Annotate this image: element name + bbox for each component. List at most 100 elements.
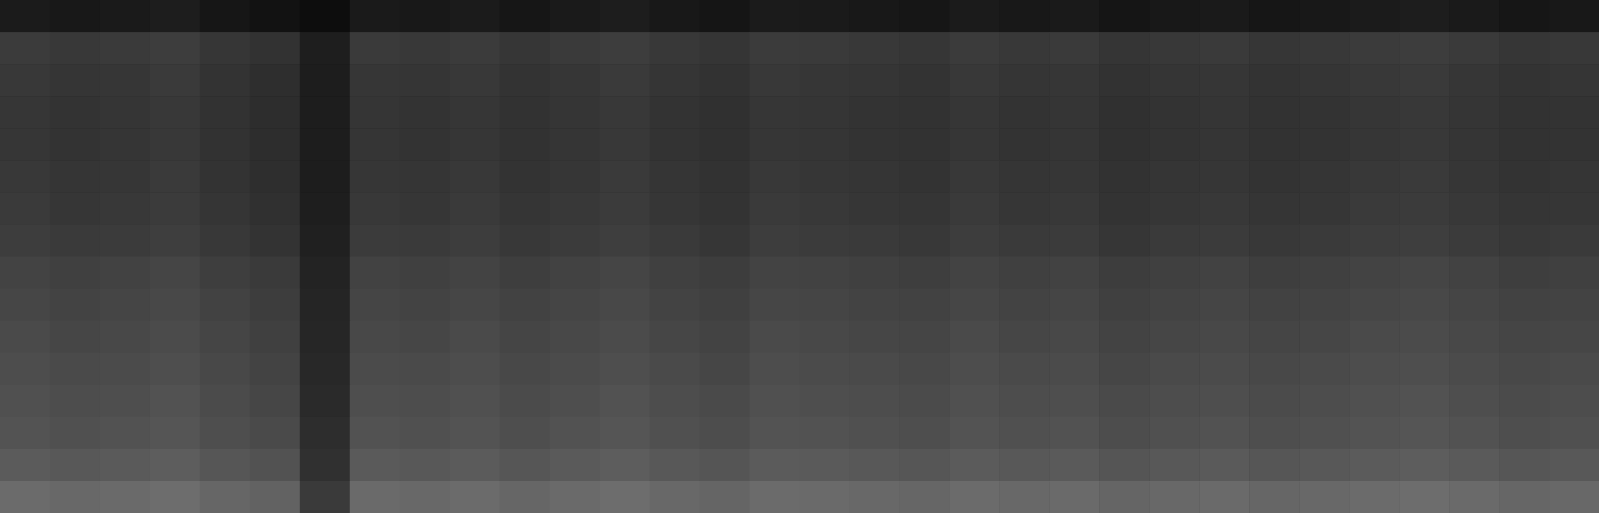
cell bbox=[400, 64, 450, 97]
cell bbox=[200, 160, 250, 193]
cell bbox=[400, 224, 450, 257]
cell bbox=[1099, 32, 1149, 65]
cell bbox=[500, 353, 550, 386]
cell bbox=[500, 192, 550, 225]
cell bbox=[1349, 32, 1399, 65]
cell bbox=[1449, 321, 1499, 354]
cell bbox=[949, 224, 999, 257]
cell bbox=[1149, 96, 1199, 129]
cell bbox=[750, 128, 800, 161]
cell bbox=[1349, 128, 1399, 161]
cell bbox=[1049, 192, 1099, 225]
cell bbox=[200, 257, 250, 290]
cell bbox=[200, 128, 250, 161]
cell bbox=[1349, 353, 1399, 386]
cell bbox=[550, 449, 600, 482]
cell bbox=[1049, 385, 1099, 418]
cell bbox=[50, 224, 100, 257]
cell bbox=[949, 32, 999, 65]
cell bbox=[0, 96, 50, 129]
cell bbox=[650, 192, 700, 225]
cell bbox=[350, 417, 400, 450]
cell bbox=[350, 32, 400, 65]
cell bbox=[1099, 417, 1149, 450]
cell bbox=[1149, 128, 1199, 161]
cell bbox=[800, 353, 850, 386]
cell bbox=[300, 224, 350, 257]
cell bbox=[50, 385, 100, 418]
cell bbox=[1049, 96, 1099, 129]
cell bbox=[250, 0, 300, 33]
cell bbox=[800, 385, 850, 418]
cell bbox=[50, 481, 100, 513]
cell bbox=[700, 481, 750, 513]
cell bbox=[800, 192, 850, 225]
cell bbox=[250, 32, 300, 65]
cell bbox=[250, 96, 300, 129]
cell bbox=[800, 96, 850, 129]
cell bbox=[0, 0, 50, 33]
cell bbox=[350, 224, 400, 257]
cell bbox=[1149, 257, 1199, 290]
cell bbox=[750, 417, 800, 450]
cell bbox=[50, 0, 100, 33]
cell bbox=[700, 417, 750, 450]
cell bbox=[1199, 32, 1249, 65]
cell bbox=[1349, 64, 1399, 97]
cell bbox=[550, 257, 600, 290]
cell bbox=[300, 32, 350, 65]
cell bbox=[1099, 192, 1149, 225]
cell bbox=[350, 385, 400, 418]
cell bbox=[50, 32, 100, 65]
cell bbox=[1099, 64, 1149, 97]
cell bbox=[899, 32, 949, 65]
cell bbox=[750, 64, 800, 97]
cell bbox=[1499, 96, 1549, 129]
cell bbox=[949, 128, 999, 161]
cell bbox=[150, 481, 200, 513]
cell bbox=[300, 481, 350, 513]
cell bbox=[500, 96, 550, 129]
cell bbox=[999, 481, 1049, 513]
cell bbox=[300, 417, 350, 450]
cell bbox=[1399, 481, 1449, 513]
cell bbox=[1499, 224, 1549, 257]
cell bbox=[400, 289, 450, 322]
cell bbox=[1249, 321, 1299, 354]
cell bbox=[1099, 321, 1149, 354]
cell bbox=[300, 353, 350, 386]
cell bbox=[999, 385, 1049, 418]
cell bbox=[999, 192, 1049, 225]
cell bbox=[800, 128, 850, 161]
cell bbox=[1349, 224, 1399, 257]
cell bbox=[50, 257, 100, 290]
cell bbox=[150, 32, 200, 65]
cell bbox=[750, 32, 800, 65]
cell bbox=[1049, 481, 1099, 513]
cell bbox=[1149, 32, 1199, 65]
cell bbox=[1449, 128, 1499, 161]
cell bbox=[849, 353, 899, 386]
cell bbox=[899, 257, 949, 290]
cell bbox=[300, 0, 350, 33]
cell bbox=[600, 481, 650, 513]
cell bbox=[1499, 481, 1549, 513]
cell bbox=[1399, 385, 1449, 418]
cell bbox=[999, 160, 1049, 193]
cell bbox=[350, 449, 400, 482]
cell bbox=[550, 128, 600, 161]
cell bbox=[1549, 32, 1599, 65]
cell bbox=[899, 481, 949, 513]
cell bbox=[899, 224, 949, 257]
cell bbox=[100, 289, 150, 322]
cell bbox=[1249, 289, 1299, 322]
cell bbox=[600, 64, 650, 97]
cell bbox=[750, 160, 800, 193]
cell bbox=[1499, 353, 1549, 386]
cell bbox=[650, 385, 700, 418]
cell bbox=[600, 353, 650, 386]
cell bbox=[1549, 160, 1599, 193]
cell bbox=[350, 96, 400, 129]
cell bbox=[150, 385, 200, 418]
cell bbox=[0, 385, 50, 418]
